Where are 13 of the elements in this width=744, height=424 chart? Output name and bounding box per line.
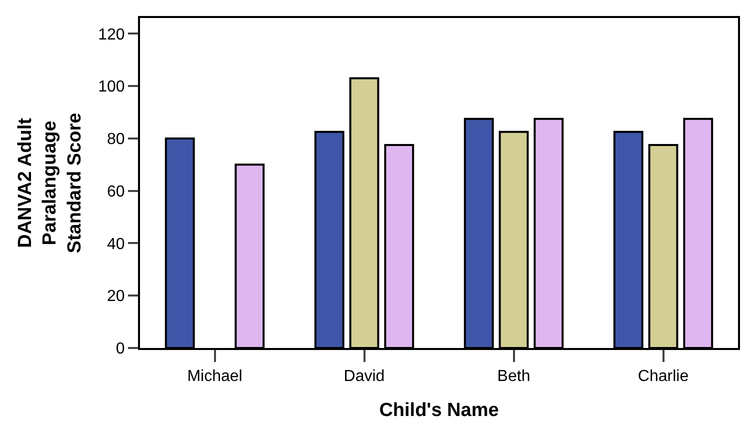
y-tick-label: 120 xyxy=(98,26,125,44)
y-tick-label: 20 xyxy=(107,288,125,306)
y-tick-label: 0 xyxy=(116,340,125,358)
y-tick-label: 60 xyxy=(107,183,125,200)
x-tick-label: Charlie xyxy=(638,368,689,386)
y-tick-label: 40 xyxy=(107,236,125,253)
y-tick-label: 80 xyxy=(107,131,125,148)
x-tick-label: Michael xyxy=(187,368,242,386)
x-tick-label: Beth xyxy=(497,368,530,386)
y-tick-label: 100 xyxy=(98,78,125,96)
y-axis-title: DANVA2 Adult Paralanguage Standard Score xyxy=(15,112,86,254)
x-tick-label: David xyxy=(344,368,385,386)
x-axis-title: Child's Name xyxy=(379,400,499,421)
